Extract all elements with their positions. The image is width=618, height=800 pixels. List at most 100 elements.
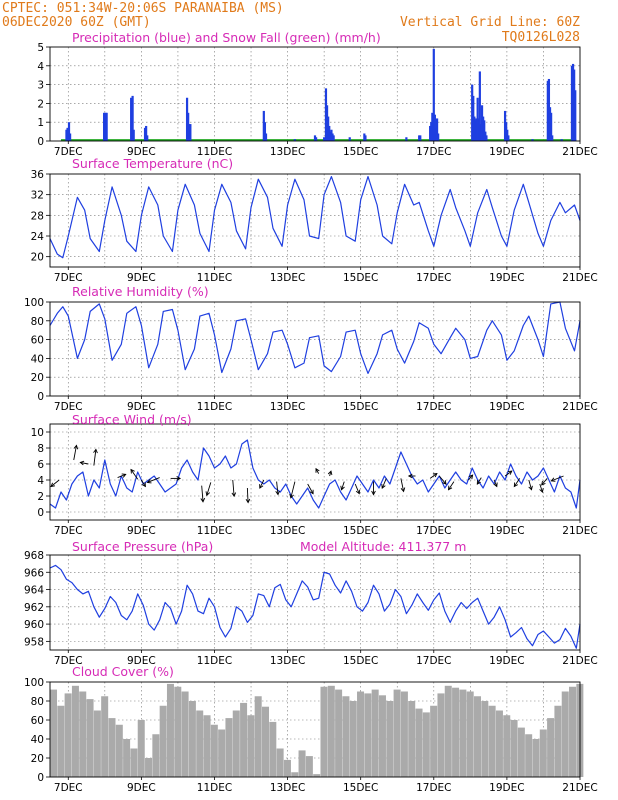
wind-arrow-head xyxy=(371,490,376,496)
panel-cloud: 0 20 40 60 80 100 7DEC 9DEC 11DEC 13DEC 15DEC 17DEC… xyxy=(24,664,598,794)
wind-arrow-head xyxy=(205,491,211,497)
precip-bar xyxy=(560,139,563,141)
xtick-label: 9DEC xyxy=(127,401,156,413)
precip-bar xyxy=(364,135,367,141)
precip-bar xyxy=(483,120,486,141)
wind-arrow-shaft xyxy=(130,469,139,480)
xtick-label: 7DEC xyxy=(54,525,83,537)
xtick-label: 15DEC xyxy=(343,146,378,158)
wind-arrow-head xyxy=(231,492,237,498)
cloud-bar xyxy=(225,718,233,777)
cloud-bar xyxy=(305,756,313,777)
precip-bar xyxy=(405,137,408,141)
cloud-bar xyxy=(313,774,321,777)
cloud-bar xyxy=(569,686,577,777)
xtick-label: 7DEC xyxy=(54,782,83,794)
xtick-label: 7DEC xyxy=(54,272,83,284)
wind-arrow-shaft xyxy=(117,473,126,479)
xtick-label: 19DEC xyxy=(489,655,524,667)
xtick-label: 21DEC xyxy=(562,401,597,413)
panel-title: Cloud Cover (%) xyxy=(72,664,174,679)
wind-arrow-shaft xyxy=(429,473,438,479)
cloud-bar xyxy=(262,706,270,777)
xtick-label: 9DEC xyxy=(127,146,156,158)
wind-arrow-shaft xyxy=(50,479,60,487)
panel-title: Surface Wind (m/s) xyxy=(72,412,192,427)
precip-bar xyxy=(531,139,534,141)
ytick-label: 40 xyxy=(31,734,44,746)
precip-bar xyxy=(437,133,440,141)
wind-arrow-head xyxy=(340,485,345,491)
cloud-bar xyxy=(474,696,482,777)
cloud-bar xyxy=(174,686,182,777)
xtick-label: 21DEC xyxy=(562,655,597,667)
panel-pressure: 958 960 962 964 966 968 7DEC 9DEC 11DEC 13DEC 15DE… xyxy=(24,539,598,667)
ytick-label: 40 xyxy=(31,353,44,365)
cloud-bar xyxy=(503,715,511,777)
cloud-bar xyxy=(539,729,547,777)
ytick-label: 1 xyxy=(37,117,44,129)
wind-arrow-head xyxy=(245,498,251,504)
precip-bar xyxy=(146,135,149,141)
wind-arrow-shaft xyxy=(539,483,543,493)
xtick-label: 11DEC xyxy=(197,401,232,413)
wind-arrow-shaft xyxy=(290,481,296,498)
xtick-label: 11DEC xyxy=(197,655,232,667)
ytick-label: 5 xyxy=(37,42,44,54)
wind-arrow-shaft xyxy=(246,487,249,503)
precip-bar xyxy=(432,48,435,141)
precip-bar xyxy=(314,137,318,141)
plot-frame xyxy=(49,46,581,142)
xtick-label: 15DEC xyxy=(343,782,378,794)
xtick-label: 7DEC xyxy=(54,401,83,413)
wind-arrow-shaft xyxy=(80,461,89,465)
cloud-bar xyxy=(232,710,240,777)
xtick-label: 9DEC xyxy=(127,525,156,537)
cloud-bar xyxy=(145,758,153,777)
wind-arrow-head xyxy=(259,484,264,489)
wind-arrow-head xyxy=(121,473,127,478)
cloud-bar xyxy=(386,701,394,777)
wind-arrow-head xyxy=(493,482,498,488)
xtick-label: 9DEC xyxy=(127,782,156,794)
xtick-label: 11DEC xyxy=(197,146,232,158)
cloud-bar xyxy=(115,724,123,777)
cloud-bar xyxy=(459,689,467,777)
wind-arrow-shaft xyxy=(381,478,387,489)
precip-bar xyxy=(69,133,72,141)
wind-arrow-head xyxy=(146,479,152,484)
cloud-bar xyxy=(466,691,474,777)
cloud-bar xyxy=(400,691,408,777)
wind-arrow-shaft xyxy=(493,479,498,487)
panel-humidity: 0 20 40 60 80 100 7DEC 9DEC 11DEC 13DEC 15DEC 17DEC… xyxy=(24,284,598,413)
precip-bar xyxy=(132,129,135,141)
cloud-bar xyxy=(422,712,430,777)
wind-arrow-shaft xyxy=(232,479,235,497)
wind-arrow-head xyxy=(513,482,519,488)
header-model-code: TQ0126L028 xyxy=(502,30,580,45)
wind-arrow-shaft xyxy=(551,475,564,482)
ytick-label: 958 xyxy=(24,636,44,648)
precip-bar xyxy=(435,118,439,141)
cloud-bar xyxy=(203,715,211,777)
precip-bar xyxy=(67,122,71,141)
plot-frame xyxy=(49,681,581,778)
wind-arrow-shaft xyxy=(307,483,314,494)
wind-arrow-shaft xyxy=(438,475,447,485)
xtick-label: 13DEC xyxy=(270,655,305,667)
cloud-bar xyxy=(371,689,379,777)
precip-bar xyxy=(105,112,108,141)
cloud-bar xyxy=(101,696,109,777)
wind-arrow-head xyxy=(355,489,361,495)
ytick-label: 36 xyxy=(31,169,45,181)
xtick-label: 13DEC xyxy=(270,782,305,794)
xtick-label: 13DEC xyxy=(270,525,305,537)
ytick-label: 20 xyxy=(31,753,44,765)
cloud-bar xyxy=(269,721,277,777)
panel-precip: 0 1 2 3 4 5 7DEC 9DEC 11DEC 13DEC 15DEC 17DEC 19DEC 2… xyxy=(37,30,597,158)
wind-arrow-head xyxy=(315,467,320,473)
precip-bar xyxy=(264,133,268,141)
cloud-bar xyxy=(247,715,255,777)
ytick-label: 6 xyxy=(37,459,44,471)
